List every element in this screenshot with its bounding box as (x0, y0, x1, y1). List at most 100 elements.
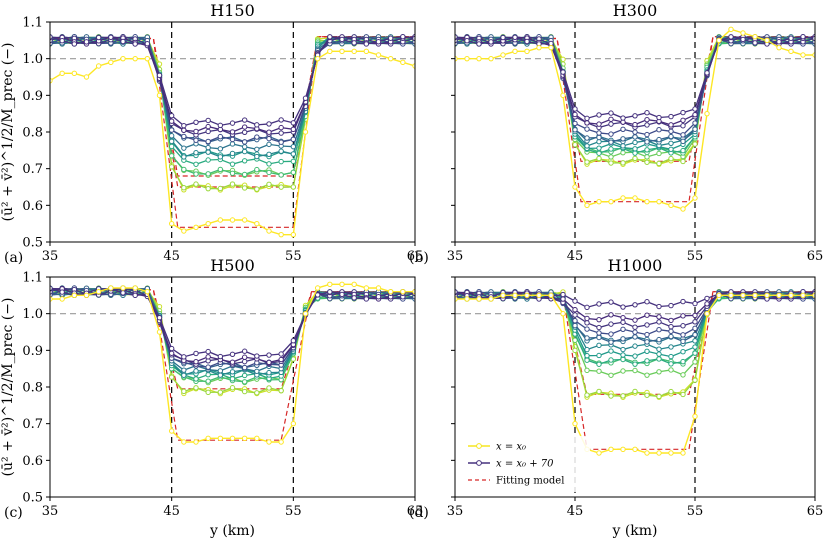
data-point (668, 302, 674, 309)
data-point (596, 134, 602, 141)
data-point (168, 164, 175, 170)
legend-label: Fitting model (496, 476, 564, 487)
data-point (632, 121, 638, 128)
data-point (596, 330, 602, 336)
data-point (241, 158, 248, 164)
data-point (680, 348, 686, 355)
y-tick-label: 1.0 (22, 52, 43, 67)
data-point (596, 112, 602, 118)
data-point (193, 385, 199, 391)
y-tick-label: 1.1 (22, 16, 43, 31)
data-point (205, 123, 211, 130)
y-axis-label: (ū² + v̄²)^1/2/M_prec (−) (0, 298, 16, 477)
data-point (680, 158, 686, 165)
data-point (644, 392, 650, 398)
data-point (168, 127, 175, 133)
data-point (455, 55, 458, 62)
data-point (193, 149, 199, 156)
data-point (656, 369, 662, 375)
data-point (254, 122, 260, 128)
data-point (278, 231, 284, 238)
data-point (290, 169, 297, 176)
data-point (464, 296, 470, 302)
data-point (266, 439, 272, 445)
fit-curve-1 (455, 36, 815, 203)
data-point (668, 344, 674, 350)
data-point (620, 319, 626, 325)
data-point (656, 136, 662, 143)
data-point (302, 310, 309, 317)
data-point (620, 143, 626, 149)
series-line-6 (50, 33, 415, 167)
data-point (205, 220, 211, 227)
series-line-1 (50, 281, 415, 445)
data-point (229, 435, 236, 442)
x-tick-label: 35 (42, 504, 59, 519)
panel-1: 35 45 55 65 0.5 0.6 0.7 0.8 0.9 1.0 1.1 H150 (a) (ū² … (0, 1, 423, 266)
data-point (584, 357, 590, 363)
data-point (620, 314, 626, 321)
data-point (752, 33, 758, 40)
x-tick-label: 65 (807, 504, 824, 519)
data-point (290, 136, 297, 143)
data-point (632, 195, 638, 201)
data-point (144, 41, 151, 47)
legend-entry: x = x₀ (468, 442, 526, 453)
y-tick-label: 0.8 (22, 126, 43, 141)
data-point (620, 368, 626, 374)
panel-label: (a) (4, 250, 23, 266)
panel-title: H300 (613, 1, 658, 20)
data-point (241, 171, 248, 178)
data-point (572, 420, 578, 427)
data-point (327, 48, 333, 55)
data-point (644, 450, 650, 456)
data-point (278, 130, 284, 136)
data-point (193, 171, 199, 177)
data-point (193, 368, 199, 374)
data-point (241, 139, 248, 145)
data-point (266, 228, 272, 234)
data-point (536, 44, 542, 51)
data-point (278, 387, 284, 394)
legend: x = x₀ x = x₀ + 70 Fitting model (462, 436, 590, 492)
series-path (50, 287, 415, 364)
data-point (800, 52, 806, 58)
series-path (50, 36, 415, 143)
series-path (455, 36, 815, 126)
data-point (327, 289, 333, 295)
data-point (266, 385, 272, 391)
data-point (120, 290, 126, 296)
data-point (608, 446, 614, 453)
data-point (692, 300, 698, 307)
data-point (229, 385, 236, 391)
data-point (241, 148, 248, 155)
data-point (278, 184, 284, 190)
data-point (168, 220, 175, 227)
series-line-1 (455, 292, 815, 456)
data-point (680, 109, 686, 116)
data-point (339, 48, 345, 55)
y-tick-label: 0.5 (22, 236, 43, 251)
data-point (205, 378, 211, 384)
data-point (512, 292, 518, 299)
data-point (656, 150, 662, 157)
data-point (572, 318, 578, 324)
data-point (596, 334, 602, 341)
data-point (680, 391, 686, 398)
data-point (560, 69, 566, 75)
data-point (608, 160, 614, 166)
data-point (680, 323, 686, 329)
data-point (596, 388, 602, 395)
data-point (680, 358, 686, 365)
data-point (50, 296, 53, 302)
data-point (254, 186, 260, 192)
legend-label: x = x₀ (496, 442, 526, 453)
data-point (608, 121, 614, 127)
data-point (644, 154, 650, 160)
data-point (584, 367, 590, 374)
data-point (193, 358, 199, 365)
data-point (193, 439, 199, 445)
data-point (168, 112, 175, 119)
data-point (644, 139, 650, 145)
data-point (632, 134, 638, 140)
